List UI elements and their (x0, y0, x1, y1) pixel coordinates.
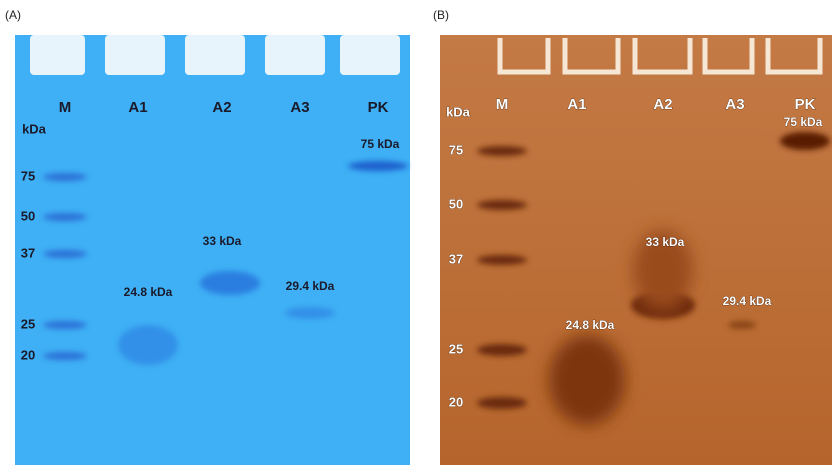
lane-label: A1 (567, 96, 586, 113)
panel-b: (B) M A1 A2 A3 PK kDa 75 50 37 25 20 75 … (433, 8, 832, 465)
figure: (A) M A1 A2 A3 PK kDa 75 50 37 25 20 75 … (0, 0, 832, 465)
band-label: 29.4 kDa (286, 279, 335, 293)
marker-label: 20 (449, 394, 463, 409)
lane-label: PK (368, 99, 389, 116)
band-label: 33 kDa (646, 235, 685, 249)
band-label: 33 kDa (203, 234, 242, 248)
marker-label: 20 (21, 347, 35, 362)
lane-label: A3 (290, 99, 309, 116)
lane-label: A3 (725, 96, 744, 113)
lane-label: M (59, 99, 72, 116)
panel-label: (A) (5, 8, 21, 22)
band-label: 24.8 kDa (124, 285, 173, 299)
band-label: 75 kDa (784, 115, 823, 129)
unit-label: kDa (446, 104, 471, 119)
lane-label: M (496, 96, 509, 113)
marker-label: 37 (21, 245, 35, 260)
lane-label: A2 (653, 96, 672, 113)
band-label: 75 kDa (361, 137, 400, 151)
marker-label: 50 (21, 208, 35, 223)
band-label: 29.4 kDa (723, 294, 772, 308)
marker-label: 25 (21, 316, 35, 331)
marker-label: 50 (449, 196, 463, 211)
lane-label: A1 (128, 99, 147, 116)
marker-label: 37 (449, 251, 463, 266)
panel-a: (A) M A1 A2 A3 PK kDa 75 50 37 25 20 75 … (5, 8, 410, 465)
lane-label: PK (795, 96, 816, 113)
band-label: 24.8 kDa (566, 318, 615, 332)
panel-label: (B) (433, 8, 449, 22)
marker-label: 25 (449, 341, 463, 356)
lane-label: A2 (212, 99, 231, 116)
marker-label: 75 (449, 142, 463, 157)
marker-label: 75 (21, 168, 35, 183)
unit-label: kDa (22, 121, 47, 136)
